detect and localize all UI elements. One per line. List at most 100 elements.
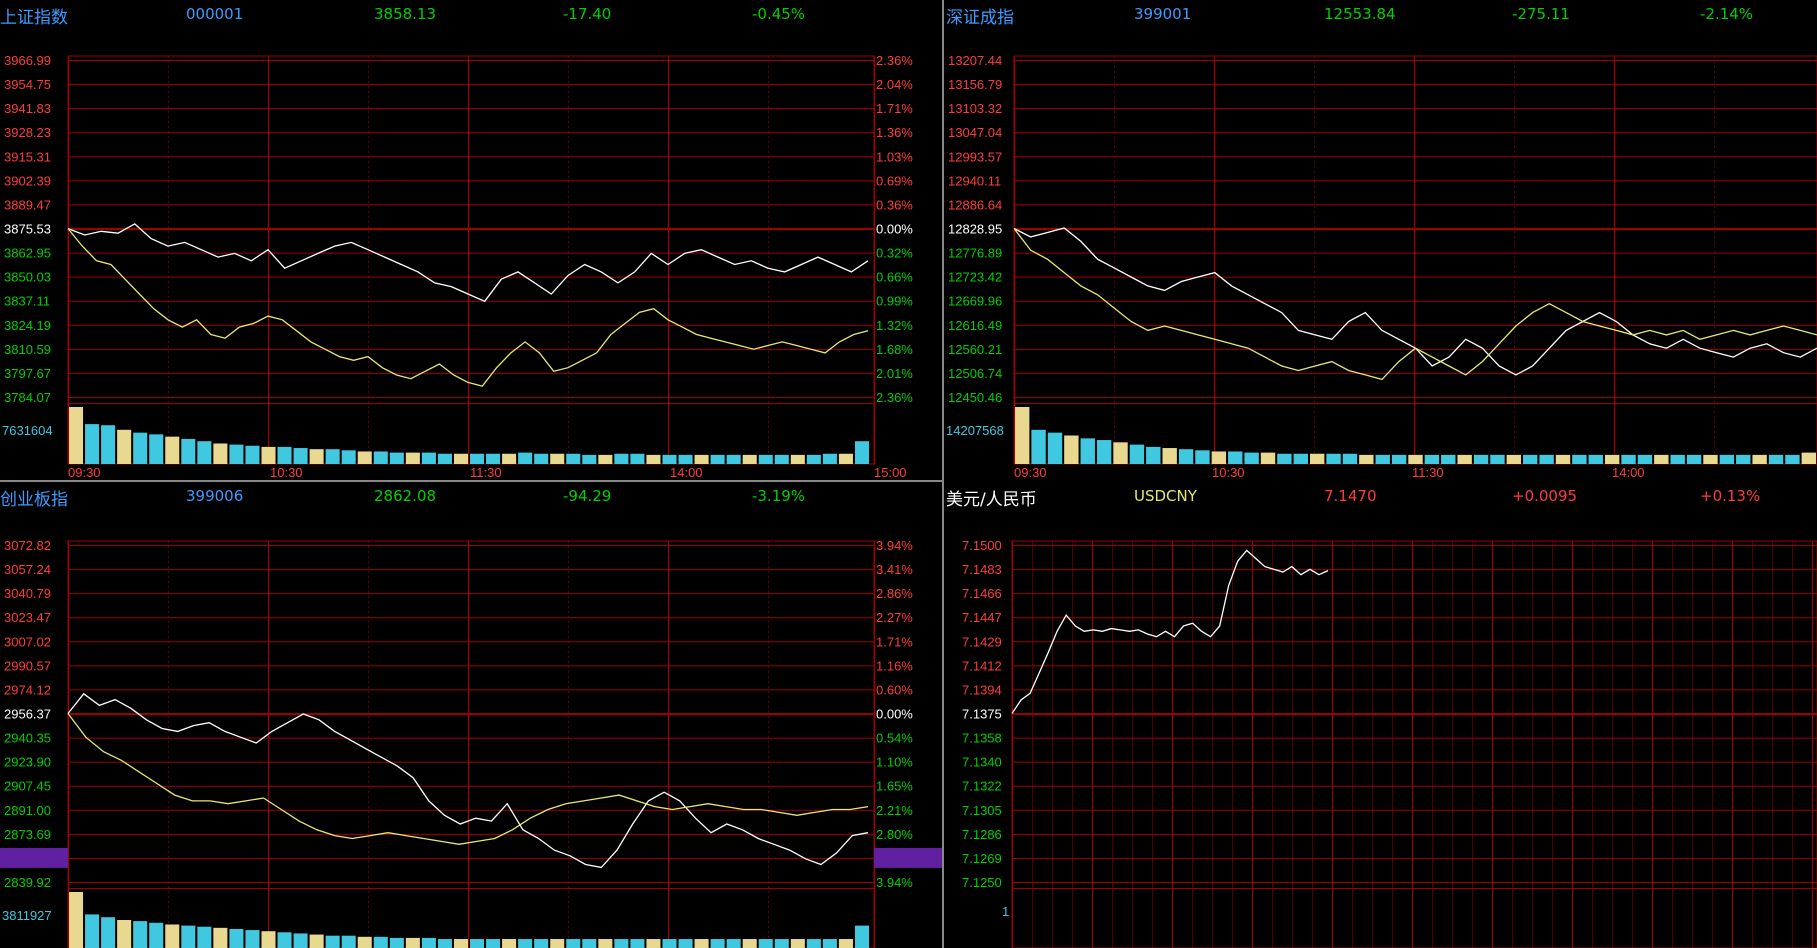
index-name[interactable]: 上证指数 [0,8,68,28]
volume-bar [357,936,372,948]
time-tick-label: 14:00 [1612,465,1645,480]
pct-tick-label: 2.36% [876,53,913,68]
chart-chinext[interactable]: 3072.82 3.94% 3057.24 3.41% 3040.79 2.86% 3023… [0,482,942,948]
volume-bar [854,441,869,464]
volume-bar [694,939,709,948]
price-tick-label: 13207.44 [948,53,1002,68]
price-tick-label: 2873.69 [4,827,51,842]
volume-bar [229,928,244,948]
volume-bar [1326,453,1341,464]
price-tick-label: 3889.47 [4,197,51,212]
chart-shanghai[interactable]: 3966.99 2.36% 3954.75 2.04% 3941.83 1.71% 3928… [0,0,942,480]
volume-bar [389,937,404,948]
volume-max-label: 7631604 [2,423,53,438]
pct-tick-label: 1.32% [876,318,913,333]
volume-bar [470,453,485,464]
pct-tick-label: 0.54% [876,731,913,746]
price-tick-label: 7.1500 [962,538,1002,553]
price-tick-label: 12723.42 [948,270,1002,285]
pct-tick-label: 0.60% [876,682,913,697]
price-tick-label: 3928.23 [4,125,51,140]
price-line [67,692,869,869]
volume-max-label: 3811927 [2,908,52,923]
volume-bar [213,443,228,464]
volume-bar [181,438,196,464]
volume-bar [550,939,565,948]
volume-bar [1342,453,1358,464]
volume-bar [1047,432,1063,464]
index-name[interactable]: 创业板指 [0,490,68,510]
volume-bar [1441,454,1456,464]
price-tick-label: 7.1466 [962,586,1002,601]
panel-chinext-index: 创业板指 399006 2862.08 -94.29 -3.19% 3072.8… [0,482,942,948]
volume-bar [453,939,468,948]
volume-bar [245,445,260,464]
volume-bar [806,454,821,464]
price-tick-label: 12940.11 [948,173,1001,188]
price-tick-label: 12450.46 [948,390,1002,405]
fx-pct: +0.13% [1700,487,1761,505]
volume-bar [614,453,629,464]
volume-bar [1703,454,1718,464]
price-tick-label: 7.1340 [962,755,1002,770]
volume-bar [1244,452,1259,464]
volume-bar [1228,451,1243,464]
price-tick-label: 3850.03 [4,270,51,285]
volume-bar [341,935,356,948]
price-tick-label: 3007.02 [4,634,51,649]
price-tick-label: 3862.95 [4,246,51,261]
volume-max-label: 1 [1002,904,1009,919]
volume-bar [1506,454,1522,464]
price-tick-label: 3784.07 [4,390,51,405]
volume-bar [694,454,709,464]
pct-tick-label: 1.03% [876,149,913,164]
volume-bar [646,939,661,948]
fx-name[interactable]: 美元/人民币 [946,490,1037,510]
index-name[interactable]: 深证成指 [946,8,1014,28]
volume-bar [854,925,869,948]
price-tick-label: 3875.53 [4,222,51,237]
price-tick-label: 12669.96 [948,294,1002,309]
volume-bar [261,446,276,464]
price-tick-label: 2940.35 [4,731,51,746]
volume-bar [309,449,324,464]
volume-bar [229,444,244,464]
volume-bar [1277,453,1292,464]
volume-bar [598,939,613,948]
current-price-highlight [0,847,68,868]
volume-bar [726,454,741,464]
volume-bar [1146,446,1161,464]
pct-tick-label: 0.36% [876,197,913,212]
volume-bar [1637,454,1653,464]
index-code: 000001 [186,5,244,23]
panel-shenzhen-index: 深证成指 399001 12553.84 -275.11 -2.14% 1320… [944,0,1817,480]
volume-bar [774,939,789,948]
volume-bar [822,939,837,948]
chart-shenzhen[interactable]: 13207.44 13156.79 13103.32 13047.04 12993.57… [944,0,1817,480]
volume-bar [502,939,517,948]
pct-tick-label: 0.00% [876,222,913,237]
volume-bar [534,453,549,464]
volume-bar [758,454,773,464]
index-price: 3858.13 [374,5,437,23]
volume-bar [325,935,340,948]
volume-bar [69,892,84,948]
volume-bar [341,450,356,464]
volume-bar [1391,454,1407,464]
price-tick-label: 3057.24 [4,562,51,577]
volume-bar [101,917,116,948]
price-tick-label: 7.1269 [962,851,1002,866]
volume-bar [1260,452,1276,464]
volume-bar [678,454,693,464]
price-tick-label: 2839.92 [4,875,51,890]
volume-bar [758,939,773,948]
volume-bar [197,926,212,948]
chart-usdcny[interactable]: 7.1500 7.1483 7.1466 7.1447 7.1429 7.1412 7.13… [944,482,1817,948]
price-tick-label: 7.1305 [962,803,1002,818]
volume-bar [1785,454,1800,464]
volume-bar [1096,440,1112,464]
volume-bar [470,939,485,948]
volume-bar [1031,429,1046,464]
time-tick-label: 10:30 [1212,465,1245,480]
volume-bar [1293,453,1308,464]
